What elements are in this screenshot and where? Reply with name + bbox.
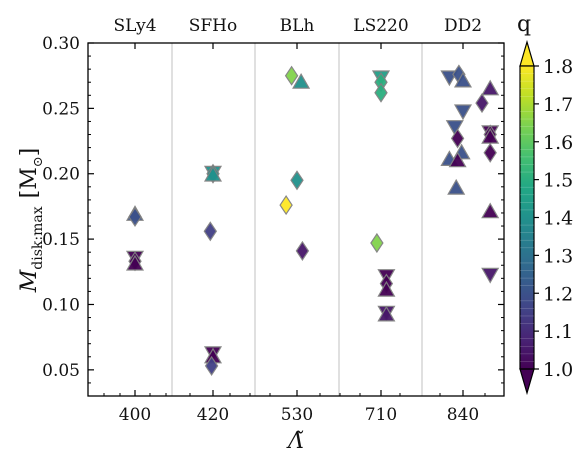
colorbar-extend-min bbox=[519, 368, 535, 396]
data-point-triangle-up bbox=[292, 72, 311, 89]
data-point-triangle-down bbox=[481, 267, 500, 284]
colorbar-tick-label: 1.3 bbox=[543, 245, 573, 267]
top-eos-label: BLh bbox=[280, 16, 315, 36]
data-point-triangle-down bbox=[453, 104, 473, 121]
data-point-triangle-up bbox=[377, 305, 396, 322]
top-eos-label: SLy4 bbox=[113, 16, 156, 36]
data-point-triangle-up bbox=[203, 165, 223, 182]
x-tick-label: 530 bbox=[281, 405, 313, 425]
data-point-triangle-up bbox=[448, 151, 467, 168]
data-point-diamond bbox=[374, 82, 388, 103]
y-tick-label: 0.15 bbox=[42, 230, 80, 250]
x-axis-title: Λ̃ bbox=[286, 429, 304, 454]
top-axis: SLy4 SFHo BLh LS220 DD2 bbox=[113, 16, 482, 49]
svg-text:Mdisk:max[M⊙]: Mdisk:max[M⊙] bbox=[17, 148, 46, 293]
data-point-diamond bbox=[370, 232, 384, 254]
data-point-triangle-down bbox=[445, 120, 464, 136]
data-point-triangle-up bbox=[453, 71, 473, 88]
data-point-triangle-up bbox=[377, 280, 396, 297]
y-tick-label: 0.05 bbox=[42, 361, 80, 381]
top-eos-label: DD2 bbox=[444, 16, 482, 36]
y-tick-label: 0.25 bbox=[42, 99, 80, 119]
data-point-diamond bbox=[128, 206, 142, 227]
y-axis-title: Mdisk:max[M⊙] bbox=[17, 148, 46, 293]
colorbar-gradient bbox=[520, 66, 534, 369]
x-tick-label: 840 bbox=[447, 405, 479, 425]
data-point-triangle-up bbox=[125, 254, 145, 271]
x-axis: 400 420 530 710 840 bbox=[103, 390, 486, 425]
data-points bbox=[125, 64, 500, 376]
data-point-diamond bbox=[204, 355, 219, 376]
data-point-triangle-up bbox=[447, 178, 466, 195]
data-point-diamond bbox=[483, 142, 497, 163]
y-tick-label: 0.30 bbox=[42, 34, 80, 54]
x-tick-label: 400 bbox=[119, 405, 151, 425]
colorbar-tick-label: 1.4 bbox=[543, 208, 573, 230]
data-point-diamond bbox=[450, 128, 465, 149]
data-point-triangle-up bbox=[481, 202, 500, 219]
colorbar: q 1.0 1.1 1.2 1.3 1.4 1.5 1.6 1.7 1.8 bbox=[517, 12, 573, 396]
eos-separators bbox=[171, 43, 423, 396]
colorbar-tick-label: 1.0 bbox=[543, 359, 573, 381]
plot-frame bbox=[87, 42, 505, 397]
data-point-diamond bbox=[203, 221, 218, 242]
y-tick-label: 0.20 bbox=[42, 165, 80, 185]
x-tick-label: 420 bbox=[197, 405, 229, 425]
top-eos-label: SFHo bbox=[189, 16, 238, 36]
colorbar-tick-label: 1.2 bbox=[543, 283, 573, 305]
colorbar-tick-label: 1.5 bbox=[543, 170, 573, 192]
data-point-triangle-up bbox=[481, 79, 500, 96]
data-point-diamond bbox=[295, 240, 310, 261]
y-axis: 0.05 0.10 0.15 0.20 0.25 0.30 bbox=[42, 34, 504, 397]
data-point-diamond bbox=[290, 170, 304, 191]
x-tick-label: 710 bbox=[365, 405, 397, 425]
colorbar-extend-max bbox=[519, 39, 535, 67]
colorbar-ticks: 1.0 1.1 1.2 1.3 1.4 1.5 1.6 1.7 1.8 bbox=[520, 56, 573, 381]
colorbar-tick-label: 1.1 bbox=[543, 321, 573, 343]
colorbar-tick-label: 1.7 bbox=[543, 94, 573, 116]
colorbar-tick-label: 1.6 bbox=[543, 132, 573, 154]
data-point-diamond bbox=[279, 195, 293, 216]
colorbar-label: q bbox=[517, 12, 531, 37]
y-tick-label: 0.10 bbox=[42, 295, 80, 315]
colorbar-tick-label: 1.8 bbox=[543, 56, 573, 78]
data-point-diamond bbox=[475, 93, 489, 114]
data-point-diamond bbox=[284, 65, 299, 86]
top-eos-label: LS220 bbox=[353, 16, 408, 36]
